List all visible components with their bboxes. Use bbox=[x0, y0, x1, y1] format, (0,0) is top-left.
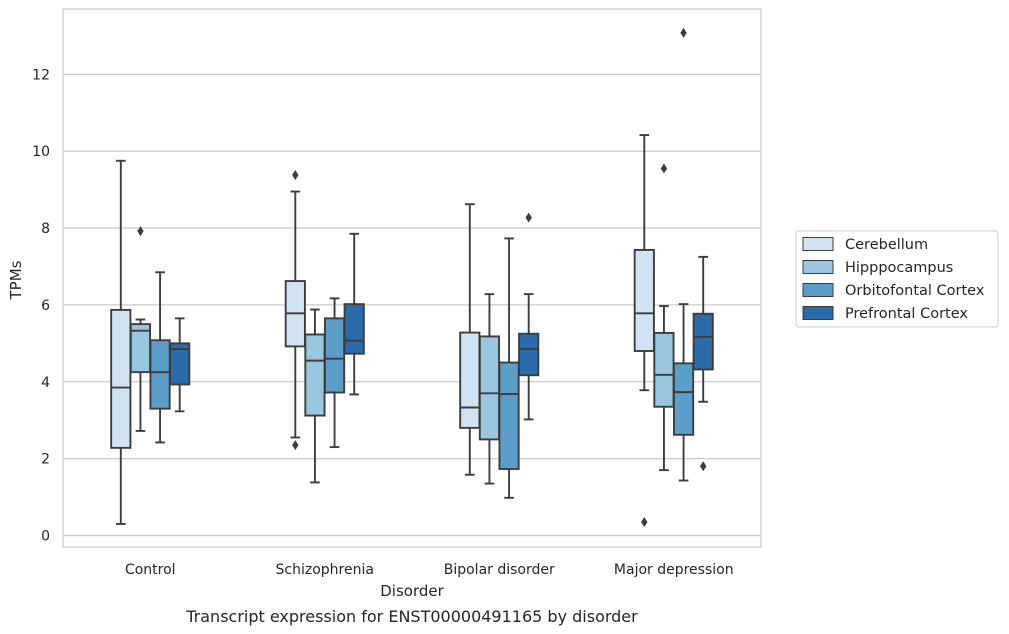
x-tick-labels: Control Schizophrenia Bipolar disorder Majo… bbox=[125, 562, 734, 578]
y-tick-label: 0 bbox=[41, 528, 50, 544]
y-tick-label: 8 bbox=[41, 221, 50, 237]
y-tick-labels: 0 2 4 6 8 10 12 bbox=[32, 67, 50, 544]
box-group bbox=[343, 232, 365, 396]
x-tick-label: Control bbox=[125, 562, 176, 578]
iqr-box bbox=[692, 312, 714, 371]
box-group bbox=[518, 212, 540, 421]
iqr-box bbox=[323, 317, 346, 394]
legend-item: Cerebellum bbox=[802, 237, 928, 253]
iqr-box bbox=[110, 308, 132, 449]
box-group bbox=[129, 226, 152, 432]
outlier-point bbox=[292, 440, 299, 451]
y-tick-label: 2 bbox=[41, 452, 50, 468]
box-group bbox=[169, 317, 191, 413]
box-group bbox=[498, 237, 520, 499]
legend-label: Cerebellum bbox=[845, 237, 928, 253]
outlier-point bbox=[660, 163, 668, 174]
y-tick-label: 12 bbox=[32, 67, 50, 83]
y-axis-title: TPMs bbox=[7, 260, 25, 300]
chart-caption: Transcript expression for ENST0000049116… bbox=[185, 607, 638, 626]
box-group bbox=[304, 308, 326, 484]
outlier-point bbox=[137, 226, 144, 237]
outlier-point bbox=[699, 461, 707, 472]
iqr-box bbox=[304, 333, 326, 417]
box-group bbox=[459, 203, 481, 476]
iqr-box bbox=[343, 303, 365, 355]
legend-items: Cerebellum Hipppocampus Orbitofontal Corte… bbox=[802, 237, 985, 322]
legend-label: Hipppocampus bbox=[845, 260, 953, 276]
x-axis-title: Disorder bbox=[380, 582, 444, 600]
box-group bbox=[149, 271, 171, 444]
legend-label: Orbitofontal Cortex bbox=[845, 283, 985, 299]
legend-item: Orbitofontal Cortex bbox=[802, 283, 985, 299]
legend: Cerebellum Hipppocampus Orbitofontal Corte… bbox=[795, 230, 999, 328]
series-group bbox=[149, 27, 695, 499]
box-group bbox=[110, 159, 132, 525]
outlier-point bbox=[525, 212, 532, 223]
legend-swatch bbox=[802, 237, 834, 251]
series-group bbox=[169, 212, 714, 472]
outlier-point bbox=[680, 27, 687, 38]
x-tick-label: Bipolar disorder bbox=[444, 562, 555, 578]
x-tick-label: Schizophrenia bbox=[276, 562, 374, 578]
legend-swatch bbox=[802, 260, 834, 274]
iqr-box bbox=[149, 339, 171, 410]
legend-label: Prefrontal Cortex bbox=[845, 306, 968, 322]
series-group bbox=[129, 163, 675, 485]
plot-area-frame bbox=[62, 8, 762, 548]
box-group bbox=[284, 170, 306, 451]
series-group bbox=[110, 134, 655, 528]
iqr-box bbox=[459, 331, 481, 429]
y-tick-label: 10 bbox=[32, 144, 50, 160]
legend-swatch bbox=[802, 283, 834, 297]
legend-frame bbox=[795, 230, 999, 328]
grid-lines bbox=[63, 73, 761, 537]
box-group bbox=[672, 27, 695, 482]
y-tick-label: 6 bbox=[41, 298, 50, 314]
box-group bbox=[633, 134, 655, 528]
iqr-box bbox=[633, 248, 655, 352]
box-marks bbox=[110, 27, 714, 528]
outlier-point bbox=[292, 170, 299, 181]
outlier-point bbox=[641, 517, 648, 528]
legend-swatch bbox=[802, 306, 834, 320]
x-tick-label: Major depression bbox=[614, 562, 734, 578]
iqr-box bbox=[498, 361, 520, 470]
box-group bbox=[323, 297, 346, 449]
box-group bbox=[478, 293, 501, 485]
box-group bbox=[692, 255, 714, 472]
iqr-box bbox=[653, 332, 675, 408]
legend-item: Prefrontal Cortex bbox=[802, 306, 968, 322]
box-group bbox=[653, 163, 675, 472]
iqr-box bbox=[169, 342, 191, 386]
iqr-box bbox=[672, 362, 695, 436]
y-tick-label: 4 bbox=[41, 375, 50, 391]
legend-item: Hipppocampus bbox=[802, 260, 953, 276]
iqr-box bbox=[518, 332, 540, 377]
iqr-box bbox=[478, 335, 501, 441]
